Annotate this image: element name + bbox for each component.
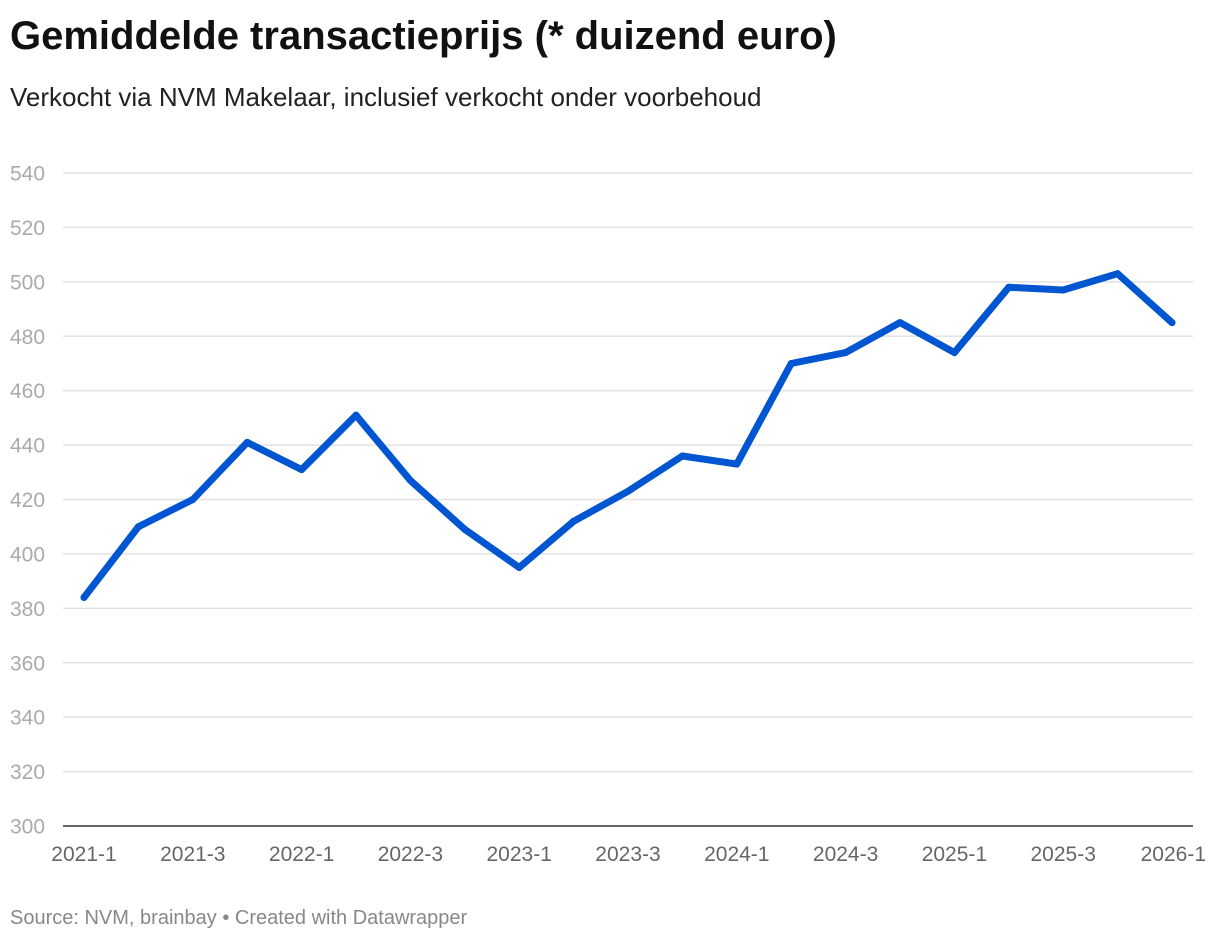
y-tick-label-320: 320	[10, 761, 45, 784]
y-tick-label-380: 380	[10, 598, 45, 621]
data-point-2022-4	[461, 525, 469, 533]
x-tick-label-2023-1: 2023-1	[487, 843, 552, 866]
data-point-2024-1	[733, 460, 741, 468]
data-point-2025-4	[1114, 270, 1122, 278]
y-tick-label-440: 440	[10, 435, 45, 458]
x-tick-label-2021-3: 2021-3	[160, 843, 225, 866]
x-tick-label-2024-1: 2024-1	[704, 843, 769, 866]
y-tick-label-460: 460	[10, 380, 45, 403]
data-point-2023-2	[570, 517, 578, 525]
y-tick-label-400: 400	[10, 543, 45, 566]
x-tick-label-2021-1: 2021-1	[51, 843, 116, 866]
data-point-2025-1	[950, 349, 958, 357]
x-tick-label-2022-1: 2022-1	[269, 843, 334, 866]
data-point-2023-3	[624, 487, 632, 495]
x-tick-label-2023-3: 2023-3	[595, 843, 660, 866]
y-tick-label-480: 480	[10, 326, 45, 349]
data-point-2022-1	[298, 466, 306, 474]
data-point-2021-3	[189, 496, 197, 503]
chart-subtitle: Verkocht via NVM Makelaar, inclusief ver…	[10, 82, 762, 112]
data-point-2025-3	[1059, 286, 1067, 294]
x-tick-label-2026-1: 2026-1	[1141, 843, 1206, 866]
y-tick-label-500: 500	[10, 271, 45, 294]
y-axis: 300 320 340 360 380 400 420 440 460 480 500 520 540	[10, 163, 45, 839]
y-tick-label-420: 420	[10, 489, 45, 512]
y-tick-label-340: 340	[10, 707, 45, 730]
x-tick-label-2024-3: 2024-3	[813, 843, 878, 866]
y-tick-label-360: 360	[10, 652, 45, 675]
data-point-2025-2	[1005, 283, 1013, 291]
gridlines	[63, 172, 1193, 827]
data-point-2023-1	[515, 564, 523, 572]
data-point-2022-3	[406, 476, 414, 484]
data-point-2021-1	[80, 593, 88, 601]
source-note: Source: NVM, brainbay • Created with Dat…	[10, 907, 468, 929]
y-tick-label-520: 520	[10, 217, 45, 240]
line-chart: 300320340360380400420440460480500520540 …	[10, 163, 1206, 867]
data-point-2021-2	[134, 523, 142, 531]
series-line-0	[80, 270, 1176, 601]
data-point-2024-3	[842, 349, 850, 357]
y-tick-label-540: 540	[10, 163, 45, 186]
chart-title: Gemiddelde transactieprijs (* duizend eu…	[10, 14, 837, 58]
x-tick-label-2025-3: 2025-3	[1031, 843, 1096, 866]
x-tick-label-2025-1: 2025-1	[922, 843, 987, 866]
data-point-2023-4	[678, 452, 686, 460]
data-point-2021-4	[243, 438, 251, 446]
x-tick-label-2022-3: 2022-3	[378, 843, 443, 866]
data-point-2024-2	[787, 359, 795, 367]
data-point-2022-2	[352, 411, 360, 419]
data-point-2026-1	[1168, 319, 1176, 327]
series-layer	[80, 270, 1176, 601]
y-tick-label-300: 300	[10, 816, 45, 839]
x-axis: 2021-1 2021-3 2022-1 2022-3 2023-1 2023-3 2024…	[51, 843, 1206, 866]
data-point-2024-4	[896, 319, 904, 327]
